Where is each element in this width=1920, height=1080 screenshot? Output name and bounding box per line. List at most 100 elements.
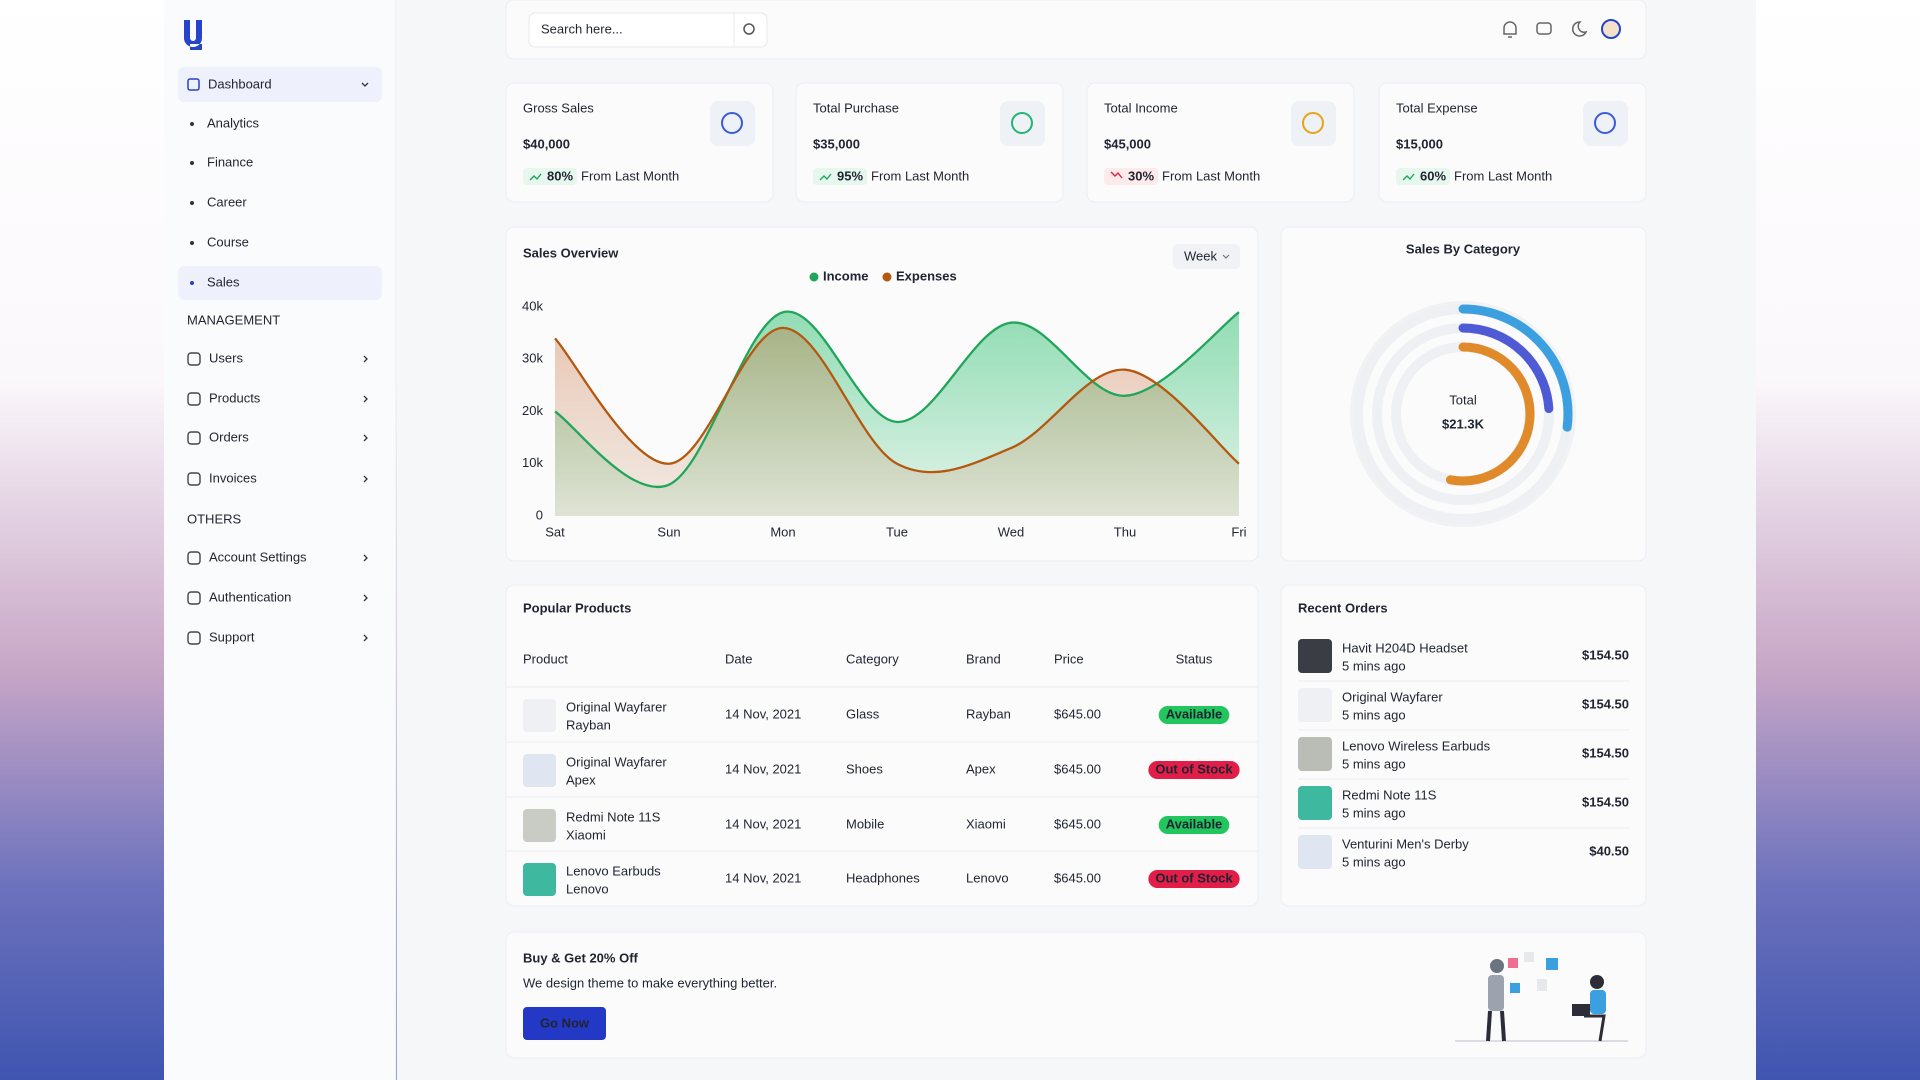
y-tick-label: 0 — [536, 507, 543, 522]
donut-arc — [1445, 342, 1535, 486]
nav-subitem[interactable]: Sales — [207, 274, 240, 289]
chevron — [363, 434, 368, 442]
go-now-button[interactable] — [523, 1007, 606, 1040]
stat-value: $45,000 — [1104, 136, 1151, 151]
nav-subitem[interactable]: Course — [207, 234, 249, 249]
product-name: Original Wayfarer — [566, 699, 667, 714]
period-dropdown[interactable] — [1173, 244, 1240, 269]
banner-text: We design theme to make everything bette… — [523, 975, 777, 990]
nav-item[interactable]: Dashboard — [208, 76, 272, 91]
status-pill — [1148, 761, 1240, 779]
stat-label: Total Purchase — [813, 100, 899, 115]
order-name: Original Wayfarer — [1342, 689, 1443, 704]
cell: Glass — [846, 706, 880, 721]
cell: Shoes — [846, 761, 883, 776]
nav-icon — [187, 472, 201, 486]
stat-icon-box — [1291, 101, 1336, 146]
stat-icon-box — [1000, 101, 1045, 146]
order-price: $40.50 — [1589, 843, 1629, 858]
search-box[interactable] — [528, 12, 768, 48]
cell: Apex — [966, 761, 996, 776]
search-placeholder[interactable]: Search here... — [541, 21, 623, 36]
bell-icon[interactable] — [1503, 21, 1517, 38]
stat-change: 30% — [1128, 168, 1154, 183]
nav-icon — [187, 352, 201, 366]
y-tick-label: 10k — [522, 455, 543, 470]
period-label[interactable]: Week — [1184, 248, 1217, 263]
cell: 14 Nov, 2021 — [725, 870, 801, 885]
stat-icon — [721, 112, 743, 134]
nav-item[interactable]: Account Settings — [209, 549, 307, 564]
nav-subitem[interactable]: Analytics — [207, 115, 260, 130]
chevron — [361, 82, 369, 87]
nav-active-sub-bg — [178, 266, 382, 300]
product-sub: Rayban — [566, 717, 611, 732]
nav-item[interactable]: Orders — [209, 429, 249, 444]
bullet — [190, 201, 194, 205]
series-area — [555, 327, 1239, 516]
button-label[interactable]: Go Now — [540, 1015, 590, 1030]
stat-badge — [1104, 168, 1158, 185]
cell: $645.00 — [1054, 816, 1101, 831]
nav-item[interactable]: Authentication — [209, 589, 291, 604]
bullet — [190, 241, 194, 245]
product-thumb — [523, 699, 556, 732]
bullet — [190, 281, 194, 285]
legend-label: Expenses — [896, 268, 957, 283]
x-tick-label: Wed — [998, 524, 1025, 539]
nav-item[interactable]: Products — [209, 390, 261, 405]
cell: Lenovo — [966, 870, 1009, 885]
stat-icon — [1594, 112, 1616, 134]
status-label: Out of Stock — [1155, 761, 1233, 776]
nav-icon — [187, 551, 201, 565]
theme-icon[interactable] — [1571, 21, 1588, 37]
bullet — [190, 122, 194, 126]
nav-item[interactable]: Users — [209, 350, 243, 365]
product-thumb — [523, 809, 556, 842]
card-title: Recent Orders — [1298, 600, 1388, 615]
order-price: $154.50 — [1582, 794, 1629, 809]
product-sub: Lenovo — [566, 881, 609, 896]
status-label: Out of Stock — [1155, 870, 1233, 885]
stat-badge — [523, 168, 577, 185]
chevron — [363, 355, 368, 363]
cell: 14 Nov, 2021 — [725, 706, 801, 721]
stat-badge — [813, 168, 867, 185]
stat-icon-box — [1583, 101, 1628, 146]
banner-title: Buy & Get 20% Off — [523, 950, 639, 965]
nav-icon — [187, 431, 201, 445]
x-tick-label: Mon — [770, 524, 795, 539]
nav-subitem[interactable]: Career — [207, 194, 247, 209]
stat-note: From Last Month — [1162, 168, 1260, 183]
order-time: 5 mins ago — [1342, 756, 1406, 771]
cell: Rayban — [966, 706, 1011, 721]
table-header: Status — [1176, 651, 1213, 666]
nav-item[interactable]: Invoices — [209, 470, 257, 485]
stat-value: $15,000 — [1396, 136, 1443, 151]
logo[interactable] — [184, 20, 202, 50]
search-icon[interactable] — [743, 23, 755, 35]
table-header: Brand — [966, 651, 1001, 666]
table-header: Date — [725, 651, 752, 666]
stat-value: $40,000 — [523, 136, 570, 151]
product-name: Redmi Note 11S — [566, 809, 661, 824]
chat-icon[interactable] — [1536, 22, 1552, 35]
status-pill — [1158, 816, 1230, 834]
chevron — [363, 475, 368, 483]
table-header: Product — [523, 651, 568, 666]
product-thumb — [523, 754, 556, 787]
nav-item[interactable]: Support — [209, 629, 255, 644]
avatar[interactable] — [1601, 19, 1621, 39]
order-name: Lenovo Wireless Earbuds — [1342, 738, 1491, 753]
y-tick-label: 40k — [522, 298, 543, 313]
order-thumb — [1298, 688, 1332, 722]
x-tick-label: Tue — [886, 524, 908, 539]
x-tick-label: Fri — [1231, 524, 1246, 539]
stat-value: $35,000 — [813, 136, 860, 151]
chart-title: Sales Overview — [523, 245, 619, 260]
nav-icon — [187, 631, 201, 645]
legend-dot — [882, 272, 892, 282]
nav-icon — [187, 78, 200, 91]
order-price: $154.50 — [1582, 745, 1629, 760]
nav-subitem[interactable]: Finance — [207, 154, 253, 169]
